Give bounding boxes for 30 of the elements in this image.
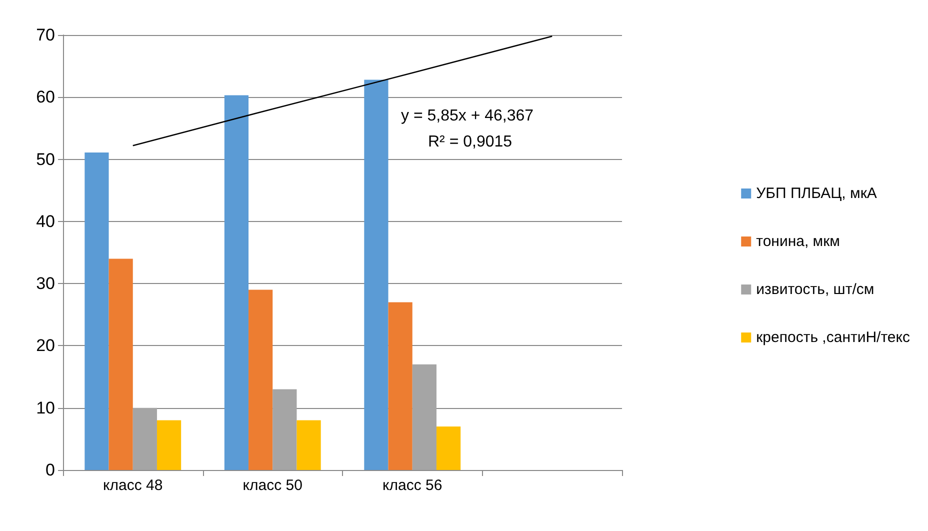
- y-tick-label: 50: [36, 150, 55, 169]
- legend-label: тонина, мкм: [756, 233, 840, 250]
- annotation: R² = 0,9015: [428, 134, 512, 150]
- bar: [132, 408, 157, 470]
- x-tick-label: класс 48: [103, 477, 163, 494]
- line-series: [132, 36, 553, 146]
- y-tick-label: 0: [46, 460, 55, 480]
- bar: [364, 80, 388, 470]
- y-tick-label: 70: [36, 26, 55, 44]
- legend-label: УБП ПЛБАЦ, мкА: [756, 185, 877, 202]
- legend-label: крепость ,сантиН/текс: [756, 329, 910, 346]
- bar: [84, 152, 109, 470]
- bar: [296, 420, 321, 470]
- y-tick-label: 20: [36, 336, 55, 356]
- bar: [412, 364, 436, 470]
- bar: [156, 420, 182, 470]
- legend-label: извитость, шт/см: [756, 281, 874, 298]
- annotation: y = 5,85x + 46,367: [401, 108, 534, 124]
- y-tick-label: 60: [36, 88, 55, 107]
- bar: [248, 290, 273, 470]
- x-tick-label: класс 50: [242, 477, 302, 494]
- y-tick-label: 10: [36, 398, 55, 418]
- bar: [108, 258, 133, 470]
- bar: [388, 302, 412, 470]
- bar: [224, 95, 249, 470]
- y-tick-label: 30: [36, 274, 55, 294]
- bar: [272, 389, 297, 470]
- y-tick-label: 40: [36, 212, 55, 231]
- bar: [436, 426, 461, 470]
- x-tick-label: класс 56: [382, 477, 442, 494]
